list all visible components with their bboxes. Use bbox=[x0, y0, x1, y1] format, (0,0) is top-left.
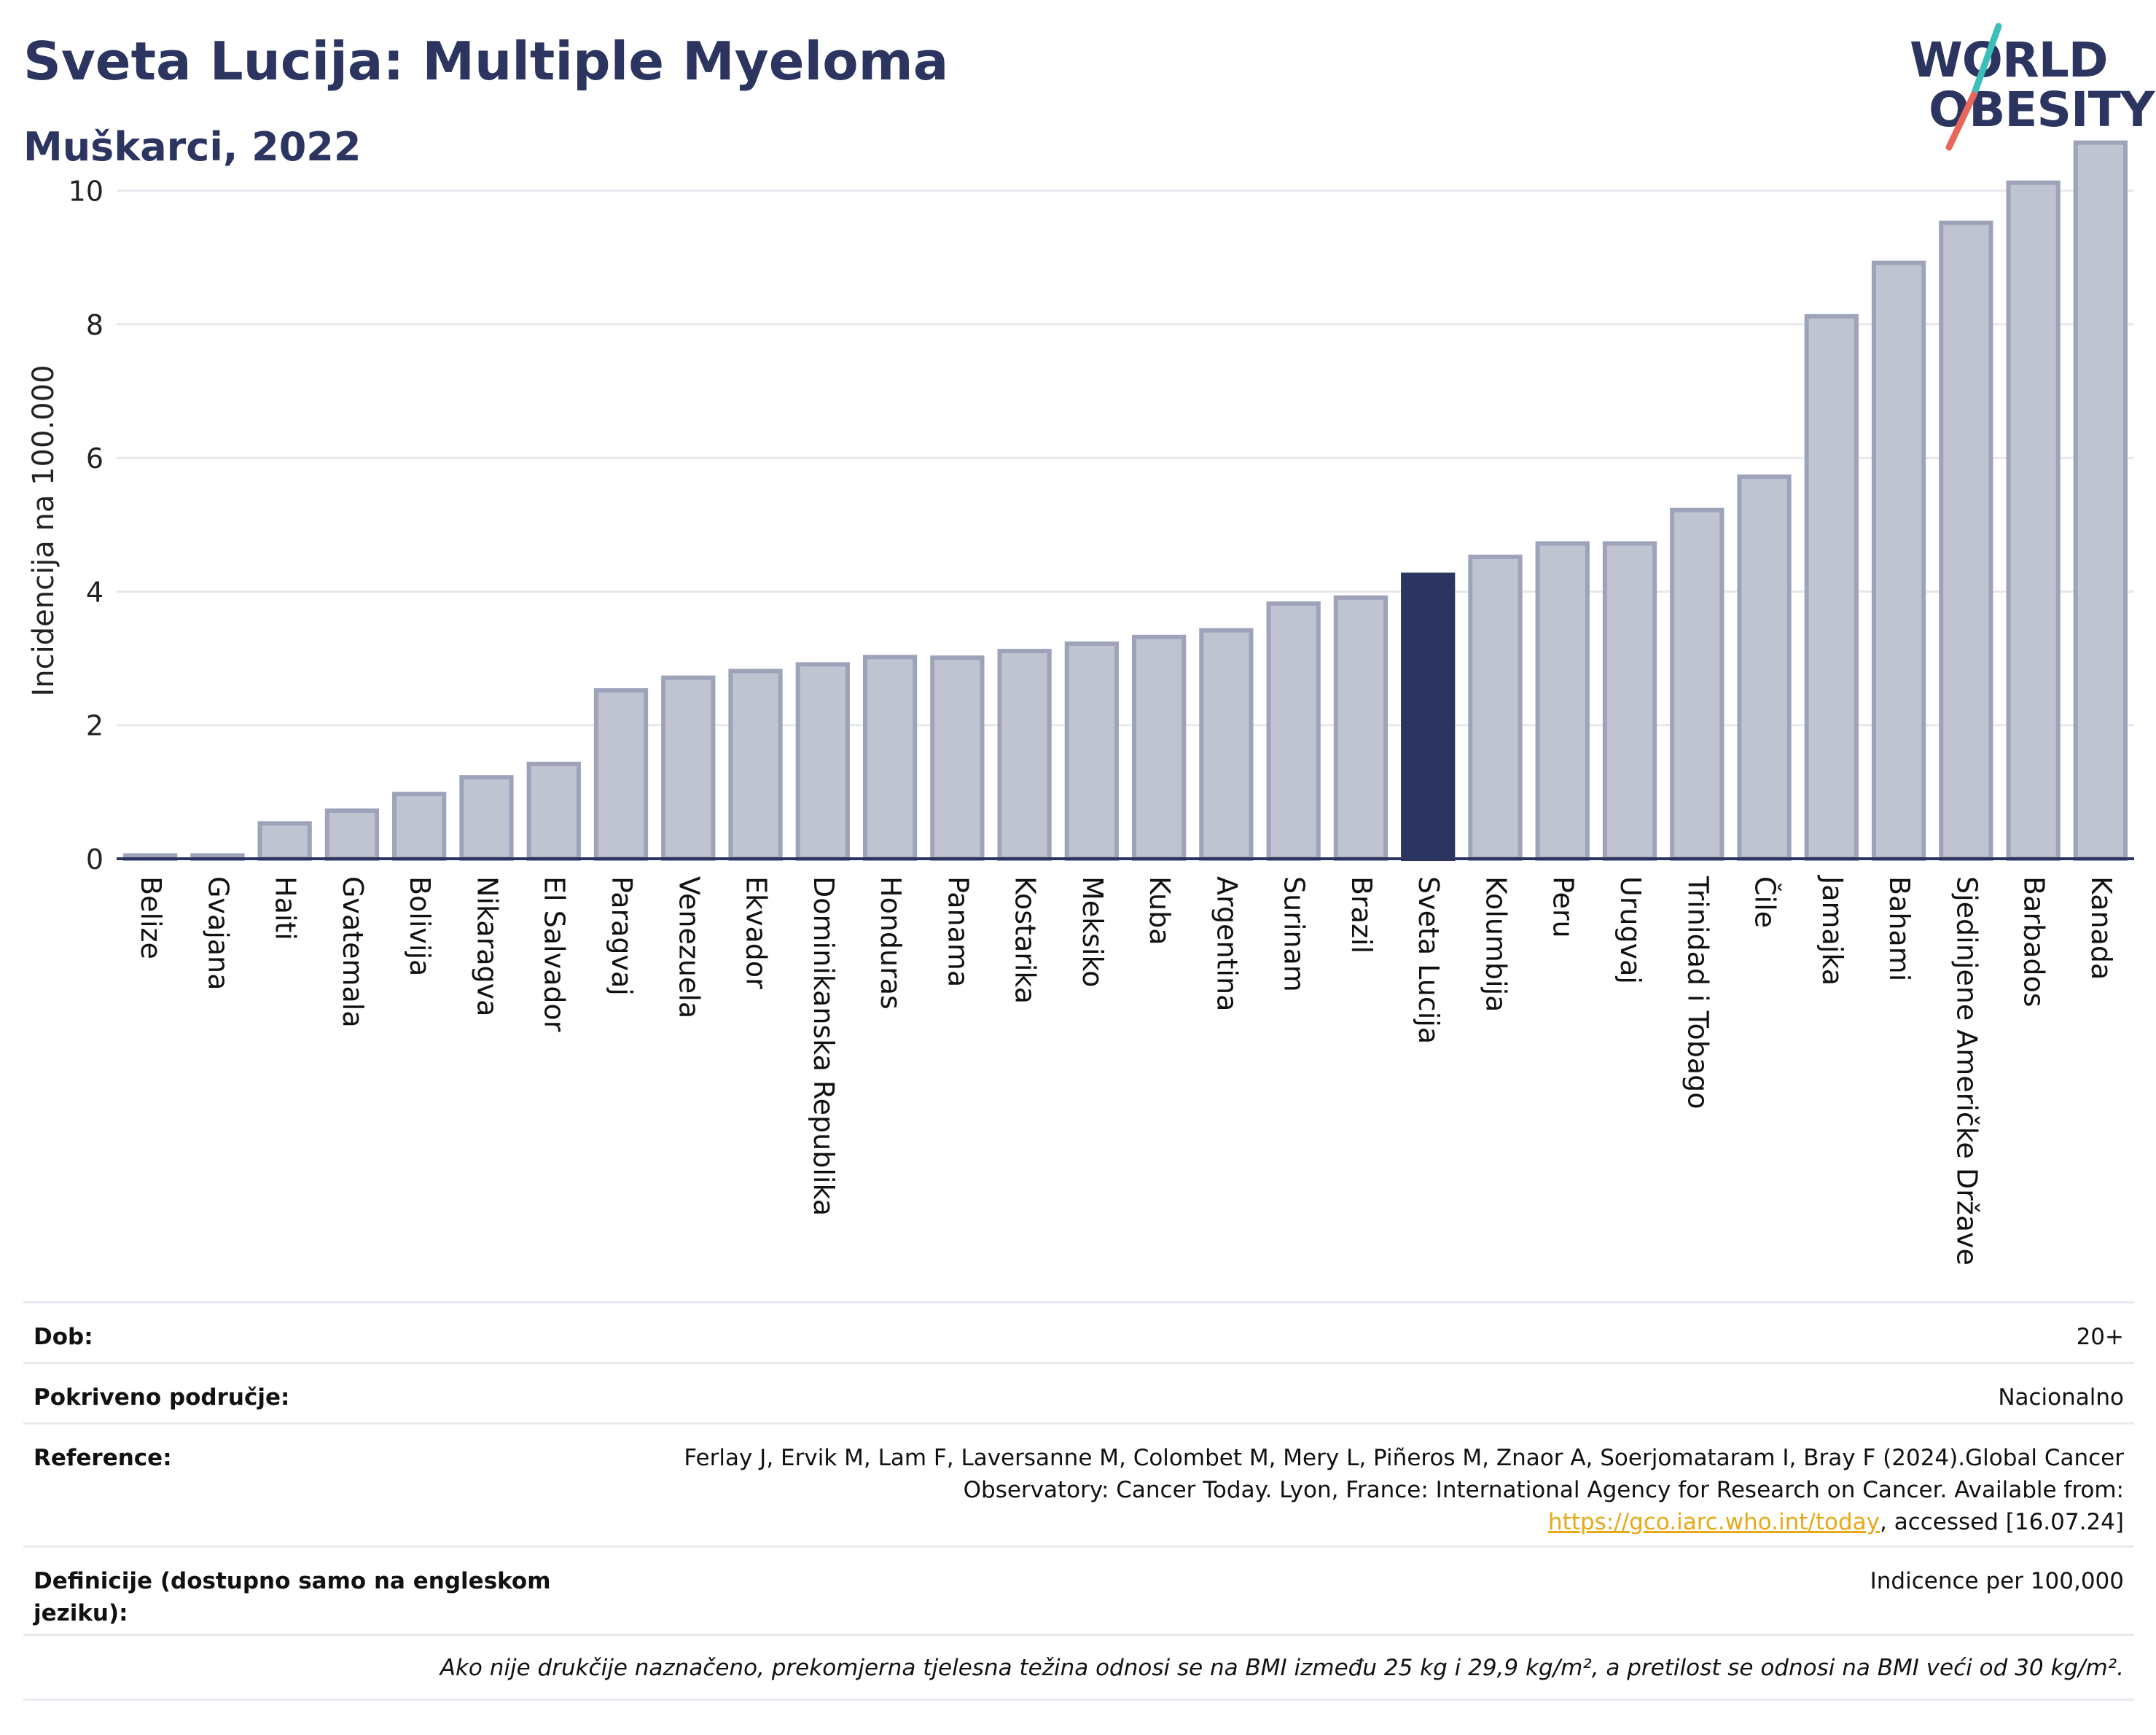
y-axis-ticks: 0 2 4 6 8 10 bbox=[69, 176, 103, 876]
info-row-reference: Reference: Ferlay J, Ervik M, Lam F, Lav… bbox=[23, 1422, 2134, 1545]
bar-haiti bbox=[257, 821, 312, 862]
y-tick-label: 2 bbox=[86, 710, 103, 742]
logo-line-1: WORLD bbox=[1910, 32, 2109, 88]
x-tick-label: Dominikanska Republika bbox=[808, 876, 840, 1216]
bar-meksiko bbox=[1064, 641, 1120, 861]
x-tick-label: Belize bbox=[135, 876, 167, 959]
info-value: Nacionalno bbox=[1998, 1384, 2124, 1411]
info-label: Pokriveno područje: bbox=[34, 1384, 290, 1411]
y-tick-label: 6 bbox=[86, 442, 103, 475]
bar-sjedinjene-američke-države bbox=[1939, 220, 1993, 861]
x-axis-tick-labels: Belize Gvajana Haiti Gvatemala Bolivija Nikar… bbox=[135, 875, 2117, 1266]
x-tick-label: Kostarika bbox=[1009, 876, 1042, 1004]
x-tick-label: Čile bbox=[1749, 876, 1781, 928]
info-value: Indicence per 100,000 bbox=[1870, 1568, 2124, 1594]
x-tick-label: Jamajka bbox=[1816, 875, 1848, 986]
bar-čile bbox=[1737, 474, 1792, 861]
x-tick-label: Gvajana bbox=[202, 876, 234, 990]
bar-jamajka bbox=[1804, 313, 1859, 861]
x-tick-label: Honduras bbox=[875, 876, 907, 1010]
x-tick-label: Surinam bbox=[1278, 876, 1311, 992]
y-tick-label: 10 bbox=[69, 176, 103, 208]
x-tick-label: Brazil bbox=[1345, 876, 1378, 954]
x-tick-label: Nikaragva bbox=[471, 876, 503, 1016]
bar-el-salvador bbox=[526, 761, 581, 861]
logo-slash-icon bbox=[1945, 23, 2002, 151]
reference-text: Ferlay J, Ervik M, Lam F, Laversanne M, … bbox=[684, 1445, 2124, 1503]
info-label: Definicije (dostupno samo na engleskom j… bbox=[34, 1568, 551, 1626]
x-tick-label: Panama bbox=[942, 876, 974, 987]
bar-nikaragva bbox=[459, 775, 514, 861]
info-value: Ferlay J, Ervik M, Lam F, Laversanne M, … bbox=[644, 1424, 2134, 1545]
info-label: Dob: bbox=[34, 1324, 93, 1350]
info-row-coverage: Pokriveno područje: Nacionalno bbox=[23, 1362, 2134, 1422]
definition-note: Ako nije drukčije naznačeno, prekomjerna… bbox=[23, 1634, 2134, 1701]
bar-venezuela bbox=[661, 675, 716, 862]
bar-brazil bbox=[1333, 595, 1388, 862]
bar-trinidad-i-tobago bbox=[1670, 507, 1725, 862]
info-value: 20+ bbox=[2076, 1324, 2124, 1350]
x-tick-label: Bolivija bbox=[404, 876, 436, 976]
x-tick-label: Urugvaj bbox=[1614, 876, 1647, 984]
info-table: Dob: 20+ Pokriveno područje: Nacionalno … bbox=[23, 1301, 2134, 1701]
x-tick-label: Sjedinjene Američke Države bbox=[1950, 876, 1983, 1266]
x-tick-label: Haiti bbox=[270, 876, 302, 940]
info-row-age: Dob: 20+ bbox=[23, 1301, 2134, 1362]
x-tick-label: Venezuela bbox=[673, 876, 705, 1018]
y-tick-label: 4 bbox=[86, 576, 103, 608]
reference-accessed: , accessed [16.07.24] bbox=[1879, 1509, 2124, 1535]
y-tick-label: 8 bbox=[86, 309, 103, 341]
x-tick-label: Trinidad i Tobago bbox=[1682, 876, 1714, 1109]
bar-gvatemala bbox=[324, 808, 380, 862]
x-tick-label: Kanada bbox=[2085, 876, 2117, 980]
info-label: Reference: bbox=[34, 1445, 172, 1471]
bar-kuba bbox=[1131, 634, 1187, 861]
reference-link[interactable]: https://gco.iarc.who.int/today bbox=[1548, 1509, 1880, 1535]
bar-paragvaj bbox=[593, 688, 649, 861]
bar-dominikanska-republika bbox=[795, 662, 850, 861]
x-tick-label: Kolumbija bbox=[1480, 876, 1512, 1012]
bar-argentina bbox=[1199, 628, 1254, 861]
bar-surinam bbox=[1266, 601, 1321, 861]
x-tick-label: Kuba bbox=[1144, 876, 1176, 946]
bar-kanada bbox=[2073, 140, 2128, 861]
page-title: Sveta Lucija: Multiple Myeloma bbox=[23, 31, 949, 92]
bar-urugvaj bbox=[1602, 541, 1657, 862]
bar-honduras bbox=[862, 655, 918, 861]
x-tick-label: Argentina bbox=[1211, 876, 1243, 1011]
world-obesity-logo: WORLD OBESITY bbox=[1895, 22, 2155, 153]
bar-bahami bbox=[1871, 260, 1926, 861]
x-tick-label: Bahami bbox=[1883, 876, 1915, 981]
bar-panama bbox=[930, 655, 985, 861]
bar-kostarika bbox=[997, 649, 1052, 862]
x-tick-label: Peru bbox=[1547, 876, 1579, 938]
bar-chart: 0 2 4 6 8 10 Belize Gvajana Haiti Gvatemala Boliv… bbox=[69, 140, 2134, 1266]
x-tick-label: Gvatemala bbox=[337, 876, 369, 1028]
page-subtitle: Muškarci, 2022 bbox=[23, 124, 362, 170]
bar-ekvador bbox=[728, 668, 783, 861]
y-tick-label: 0 bbox=[86, 843, 103, 876]
x-tick-label: Paragvaj bbox=[606, 876, 638, 996]
bar-bolivija bbox=[392, 792, 447, 861]
bar-sveta-lucija bbox=[1401, 572, 1456, 862]
bar-barbados bbox=[2006, 180, 2061, 861]
chart-bars bbox=[122, 140, 2128, 862]
x-tick-label: Sveta Lucija bbox=[1413, 876, 1445, 1044]
x-tick-label: Ekvador bbox=[741, 876, 773, 989]
x-tick-label: Meksiko bbox=[1077, 876, 1109, 987]
info-row-definitions: Definicije (dostupno samo na engleskom j… bbox=[23, 1545, 2134, 1634]
x-tick-label: Barbados bbox=[2018, 876, 2050, 1007]
x-tick-label: El Salvador bbox=[539, 876, 571, 1032]
bar-peru bbox=[1535, 541, 1590, 862]
bar-kolumbija bbox=[1468, 554, 1523, 861]
